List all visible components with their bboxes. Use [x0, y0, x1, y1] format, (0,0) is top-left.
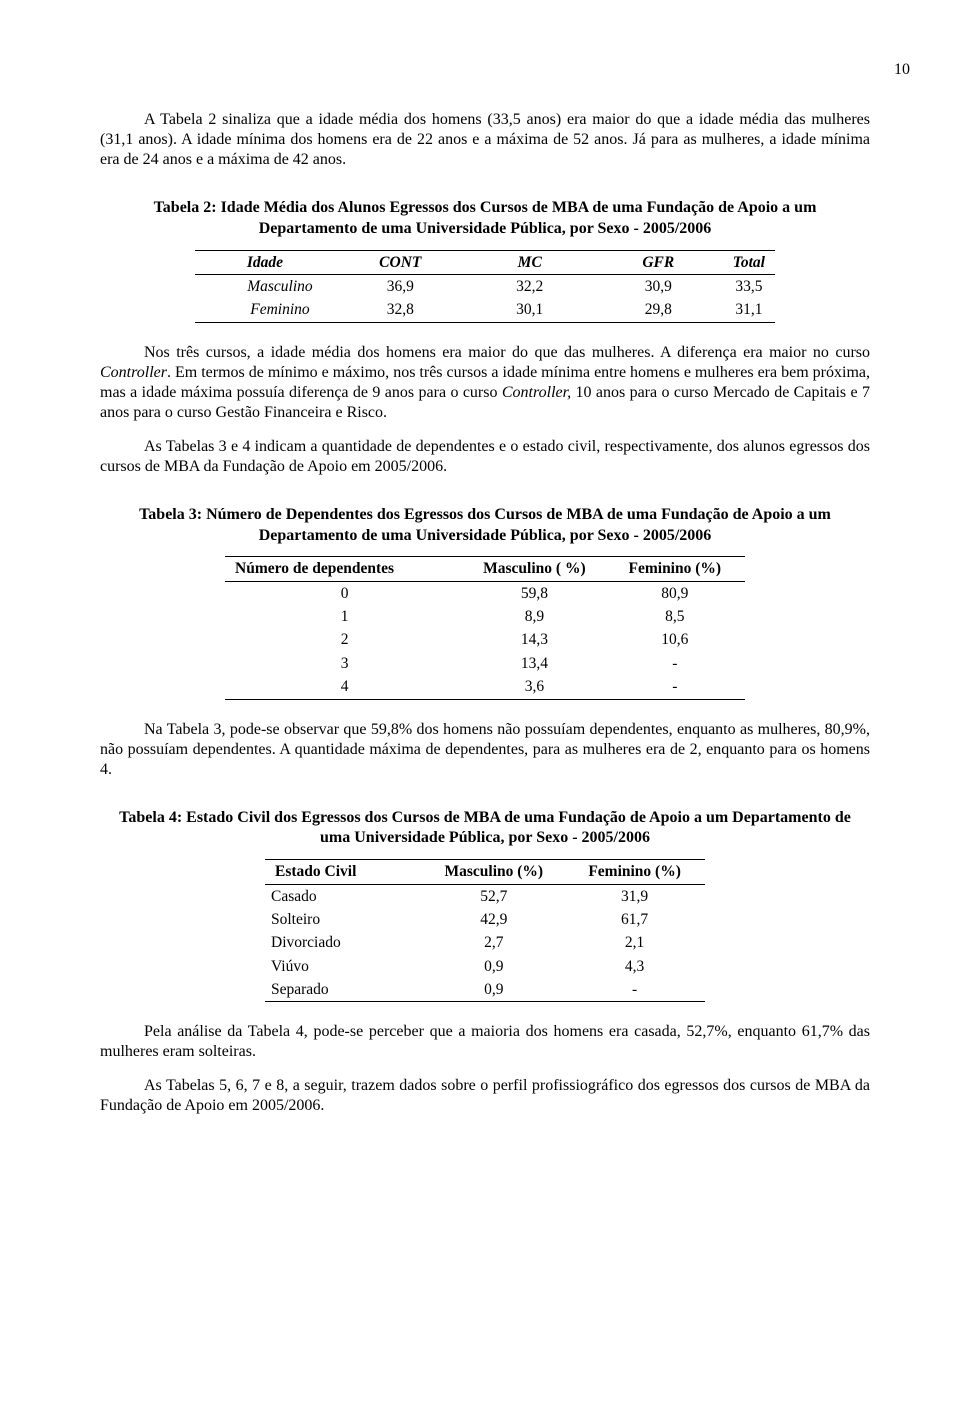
t4-r1-c2: 61,7 — [564, 908, 705, 931]
t4-r1-c1: 42,9 — [423, 908, 564, 931]
t3-r0-c0: 0 — [225, 581, 464, 605]
t4-r2-c0: Divorciado — [265, 931, 423, 954]
t4-r3-c1: 0,9 — [423, 955, 564, 978]
t3-r2-c1: 14,3 — [464, 628, 604, 651]
paragraph-1: A Tabela 2 sinaliza que a idade média do… — [100, 110, 870, 170]
table-row: Masculino 36,9 32,2 30,9 33,5 — [195, 274, 775, 298]
t3-r2-c0: 2 — [225, 628, 464, 651]
t2-r1-label: Feminino — [195, 298, 335, 322]
table-row: Feminino 32,8 30,1 29,8 31,1 — [195, 298, 775, 322]
t3-r4-c2: - — [605, 675, 745, 699]
t3-r3-c2: - — [605, 652, 745, 675]
paragraph-3: As Tabelas 3 e 4 indicam a quantidade de… — [100, 437, 870, 477]
table3: Número de dependentes Masculino ( %) Fem… — [225, 556, 745, 699]
t3-r4-c1: 3,6 — [464, 675, 604, 699]
paragraph-5: Pela análise da Tabela 4, pode-se perceb… — [100, 1022, 870, 1062]
table2-caption: Tabela 2: Idade Média dos Alunos Egresso… — [115, 198, 855, 240]
t4-r4-c1: 0,9 — [423, 978, 564, 1002]
t3-r1-c0: 1 — [225, 605, 464, 628]
t2-r0-c0: 36,9 — [335, 274, 466, 298]
t2-r1-c3: 31,1 — [723, 298, 775, 322]
t3-r4-c0: 4 — [225, 675, 464, 699]
t2-r0-c1: 32,2 — [466, 274, 594, 298]
t3-r3-c0: 3 — [225, 652, 464, 675]
table3-caption: Tabela 3: Número de Dependentes dos Egre… — [115, 505, 855, 547]
t4-r4-c2: - — [564, 978, 705, 1002]
table-row: 2 14,3 10,6 — [225, 628, 745, 651]
t4-r0-c0: Casado — [265, 884, 423, 908]
table-row: Viúvo 0,9 4,3 — [265, 955, 705, 978]
t2-h4: Total — [723, 250, 775, 274]
table-row: Solteiro 42,9 61,7 — [265, 908, 705, 931]
t3-r1-c2: 8,5 — [605, 605, 745, 628]
table-row: Casado 52,7 31,9 — [265, 884, 705, 908]
table-row: 3 13,4 - — [225, 652, 745, 675]
t4-r4-c0: Separado — [265, 978, 423, 1002]
t2-r1-c2: 29,8 — [594, 298, 723, 322]
t4-r0-c2: 31,9 — [564, 884, 705, 908]
table4-caption: Tabela 4: Estado Civil dos Egressos dos … — [115, 808, 855, 850]
table-row: Separado 0,9 - — [265, 978, 705, 1002]
t4-h0: Estado Civil — [265, 860, 423, 884]
t3-h2: Feminino (%) — [605, 557, 745, 581]
paragraph-2: Nos três cursos, a idade média dos homen… — [100, 343, 870, 423]
table-row: Divorciado 2,7 2,1 — [265, 931, 705, 954]
table-row: 4 3,6 - — [225, 675, 745, 699]
t3-r1-c1: 8,9 — [464, 605, 604, 628]
t2-h2: MC — [466, 250, 594, 274]
t3-h1: Masculino ( %) — [464, 557, 604, 581]
t2-r0-c2: 30,9 — [594, 274, 723, 298]
t2-r1-c0: 32,8 — [335, 298, 466, 322]
page-number: 10 — [100, 60, 910, 80]
table4: Estado Civil Masculino (%) Feminino (%) … — [265, 859, 705, 1002]
t3-r3-c1: 13,4 — [464, 652, 604, 675]
t4-r2-c1: 2,7 — [423, 931, 564, 954]
t4-r3-c2: 4,3 — [564, 955, 705, 978]
t2-r0-label: Masculino — [195, 274, 335, 298]
t2-r1-c1: 30,1 — [466, 298, 594, 322]
t4-r2-c2: 2,1 — [564, 931, 705, 954]
t4-r0-c1: 52,7 — [423, 884, 564, 908]
t2-r0-c3: 33,5 — [723, 274, 775, 298]
t2-h0: Idade — [195, 250, 335, 274]
table-row: 1 8,9 8,5 — [225, 605, 745, 628]
t4-r3-c0: Viúvo — [265, 955, 423, 978]
p2-d: Controller, — [502, 384, 571, 401]
t2-h1: CONT — [335, 250, 466, 274]
table2: Idade CONT MC GFR Total Masculino 36,9 3… — [195, 250, 775, 323]
paragraph-4: Na Tabela 3, pode-se observar que 59,8% … — [100, 720, 870, 780]
table-row: 0 59,8 80,9 — [225, 581, 745, 605]
t2-h3: GFR — [594, 250, 723, 274]
p2-b: Controller — [100, 364, 167, 381]
t4-h1: Masculino (%) — [423, 860, 564, 884]
t4-r1-c0: Solteiro — [265, 908, 423, 931]
paragraph-6: As Tabelas 5, 6, 7 e 8, a seguir, trazem… — [100, 1076, 870, 1116]
t3-h0: Número de dependentes — [225, 557, 464, 581]
t3-r2-c2: 10,6 — [605, 628, 745, 651]
t4-h2: Feminino (%) — [564, 860, 705, 884]
t3-r0-c2: 80,9 — [605, 581, 745, 605]
t3-r0-c1: 59,8 — [464, 581, 604, 605]
p2-a: Nos três cursos, a idade média dos homen… — [144, 344, 870, 361]
